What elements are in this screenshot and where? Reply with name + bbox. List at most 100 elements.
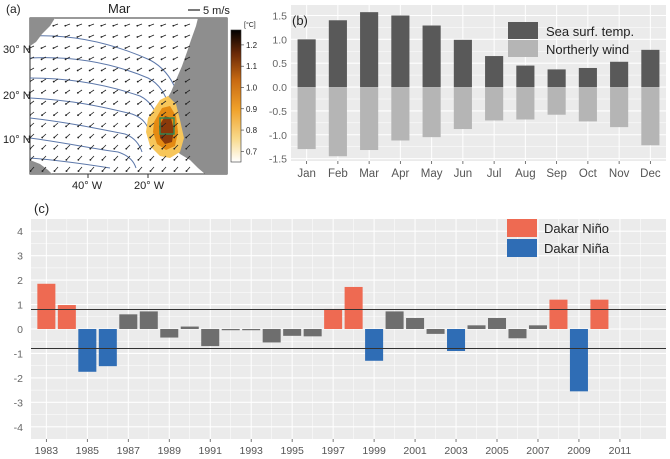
panel-c-legend: Dakar Niño Dakar Niña (507, 219, 610, 257)
wind-arrow-head (30, 147, 32, 150)
panel-b-x-ticks: Jan Feb Mar Apr May Jun Jul Aug Sep Oct Nov Dec (297, 161, 661, 180)
wind-arrow-head (149, 125, 151, 128)
bar-2004 (467, 325, 486, 329)
wind-arrow-head (77, 136, 80, 139)
panel-b: 1.5 1.0 0.5 0.0 -0.5 -1.0 -1.5 Jan Feb Mar Apr May… (269, 5, 666, 180)
b-x-tick-label: Dec (640, 168, 661, 180)
wind-arrow-head (136, 91, 139, 94)
wind-arrow-head (112, 24, 115, 27)
panel-c-y-ticks: 4 3 2 1 0 -1 -2 -3 -4 (14, 226, 24, 434)
wind-arrow (174, 166, 179, 172)
wind-arrow-head (148, 24, 151, 27)
wind-arrow-head (137, 159, 140, 161)
wind-arrow-head (88, 58, 91, 61)
panel-a-month: Mar (108, 1, 131, 16)
wind-arrow-head (40, 91, 43, 94)
bar-1985 (78, 329, 97, 372)
wind-arrow-head (184, 58, 187, 61)
wind-arrow-head (125, 147, 128, 150)
wind-arrow-head (53, 125, 55, 128)
wind-arrow-head (124, 91, 127, 94)
bar-sst-dec (641, 49, 660, 88)
c-y-tick-label: 1 (17, 300, 23, 312)
wind-arrow-head (30, 136, 32, 139)
colorbar-tick-label: 1.2 (246, 41, 258, 50)
wind-arrow-head (136, 47, 139, 50)
b-x-tick-label: Apr (391, 168, 409, 180)
map-contour-line (30, 35, 177, 91)
wind-arrow-head (64, 58, 67, 61)
c-x-tick-label: 1983 (35, 445, 59, 457)
panel-b-y-ticks: 1.5 1.0 0.5 0.0 -0.5 -1.0 -1.5 (269, 10, 287, 165)
b-y-tick-label: 0.0 (272, 82, 287, 94)
wind-arrow-head (65, 136, 68, 139)
wind-arrow-head (100, 47, 103, 50)
wind-arrow-head (52, 36, 55, 38)
colorbar-tick-label: 0.9 (246, 105, 258, 114)
bar-1984 (57, 305, 76, 329)
wind-arrow-head (172, 24, 175, 27)
b-y-tick-label: 1.0 (272, 34, 287, 46)
wind-arrow (78, 166, 83, 172)
bar-wind-dec (641, 87, 660, 146)
bar-sst-mar (360, 12, 379, 88)
bar-2007 (528, 325, 547, 329)
map-contour-line (30, 157, 111, 169)
panel-b-legend: Sea surf. temp. Northerly wind (508, 22, 634, 57)
c-y-tick-label: 0 (17, 324, 23, 336)
wind-arrow (126, 166, 131, 172)
wind-arrow-head (161, 159, 164, 161)
bar-1991 (201, 329, 220, 347)
wind-arrow (42, 166, 47, 172)
bar-sst-jul (485, 56, 504, 88)
c-x-tick-label: 1987 (117, 445, 141, 457)
bar-1999 (365, 329, 384, 361)
bar-wind-mar (360, 87, 379, 151)
bar-wind-apr (391, 87, 410, 141)
wind-arrow-head (160, 69, 163, 72)
wind-arrow-head (161, 125, 163, 128)
legend-label-nino: Dakar Niño (544, 221, 609, 236)
bar-sst-oct (578, 67, 597, 88)
b-x-tick-label: Jul (487, 168, 502, 180)
wind-arrow-head (148, 58, 151, 61)
wind-arrow-head (136, 80, 139, 83)
bar-1995 (283, 329, 302, 336)
bar-sst-feb (328, 20, 347, 88)
bar-wind-aug (516, 87, 535, 120)
wind-arrow-head (52, 58, 55, 61)
wind-arrow-head (64, 36, 67, 38)
wind-arrow-head (65, 103, 67, 105)
bar-sst-sep (547, 69, 566, 88)
map-contour-line (30, 57, 169, 105)
wind-arrow-head (77, 125, 79, 128)
wind-arrow-head (148, 36, 151, 38)
wind-arrow-head (161, 147, 164, 150)
wind-arrow-head (125, 159, 128, 161)
wind-arrow-head (113, 159, 116, 161)
wind-arrow-head (124, 36, 127, 38)
wind-arrow-head (185, 159, 188, 161)
wind-arrow-head (184, 47, 187, 50)
b-y-tick-label: 1.5 (272, 10, 287, 22)
wind-arrow-head (65, 159, 68, 161)
wind-arrow-head (149, 159, 152, 161)
bar-2005 (487, 318, 507, 329)
wind-arrow-head (173, 125, 175, 128)
wind-arrow-head (88, 69, 91, 72)
bar-1986 (98, 329, 117, 367)
wind-arrow-head (148, 69, 151, 72)
wind-arrow-head (137, 125, 139, 128)
wind-arrow-head (41, 159, 44, 161)
wind-arrow-head (137, 147, 140, 150)
wind-arrow-head (136, 24, 139, 27)
bar-1992 (221, 329, 240, 331)
wind-arrow-head (77, 170, 80, 172)
wind-arrow-head (149, 136, 152, 139)
wind-arrow-head (52, 47, 55, 50)
wind-arrow-head (173, 147, 176, 150)
c-x-tick-label: 2011 (609, 445, 632, 457)
bar-2001 (406, 318, 425, 329)
c-y-tick-label: 4 (17, 226, 23, 238)
wind-arrow-head (88, 36, 91, 38)
